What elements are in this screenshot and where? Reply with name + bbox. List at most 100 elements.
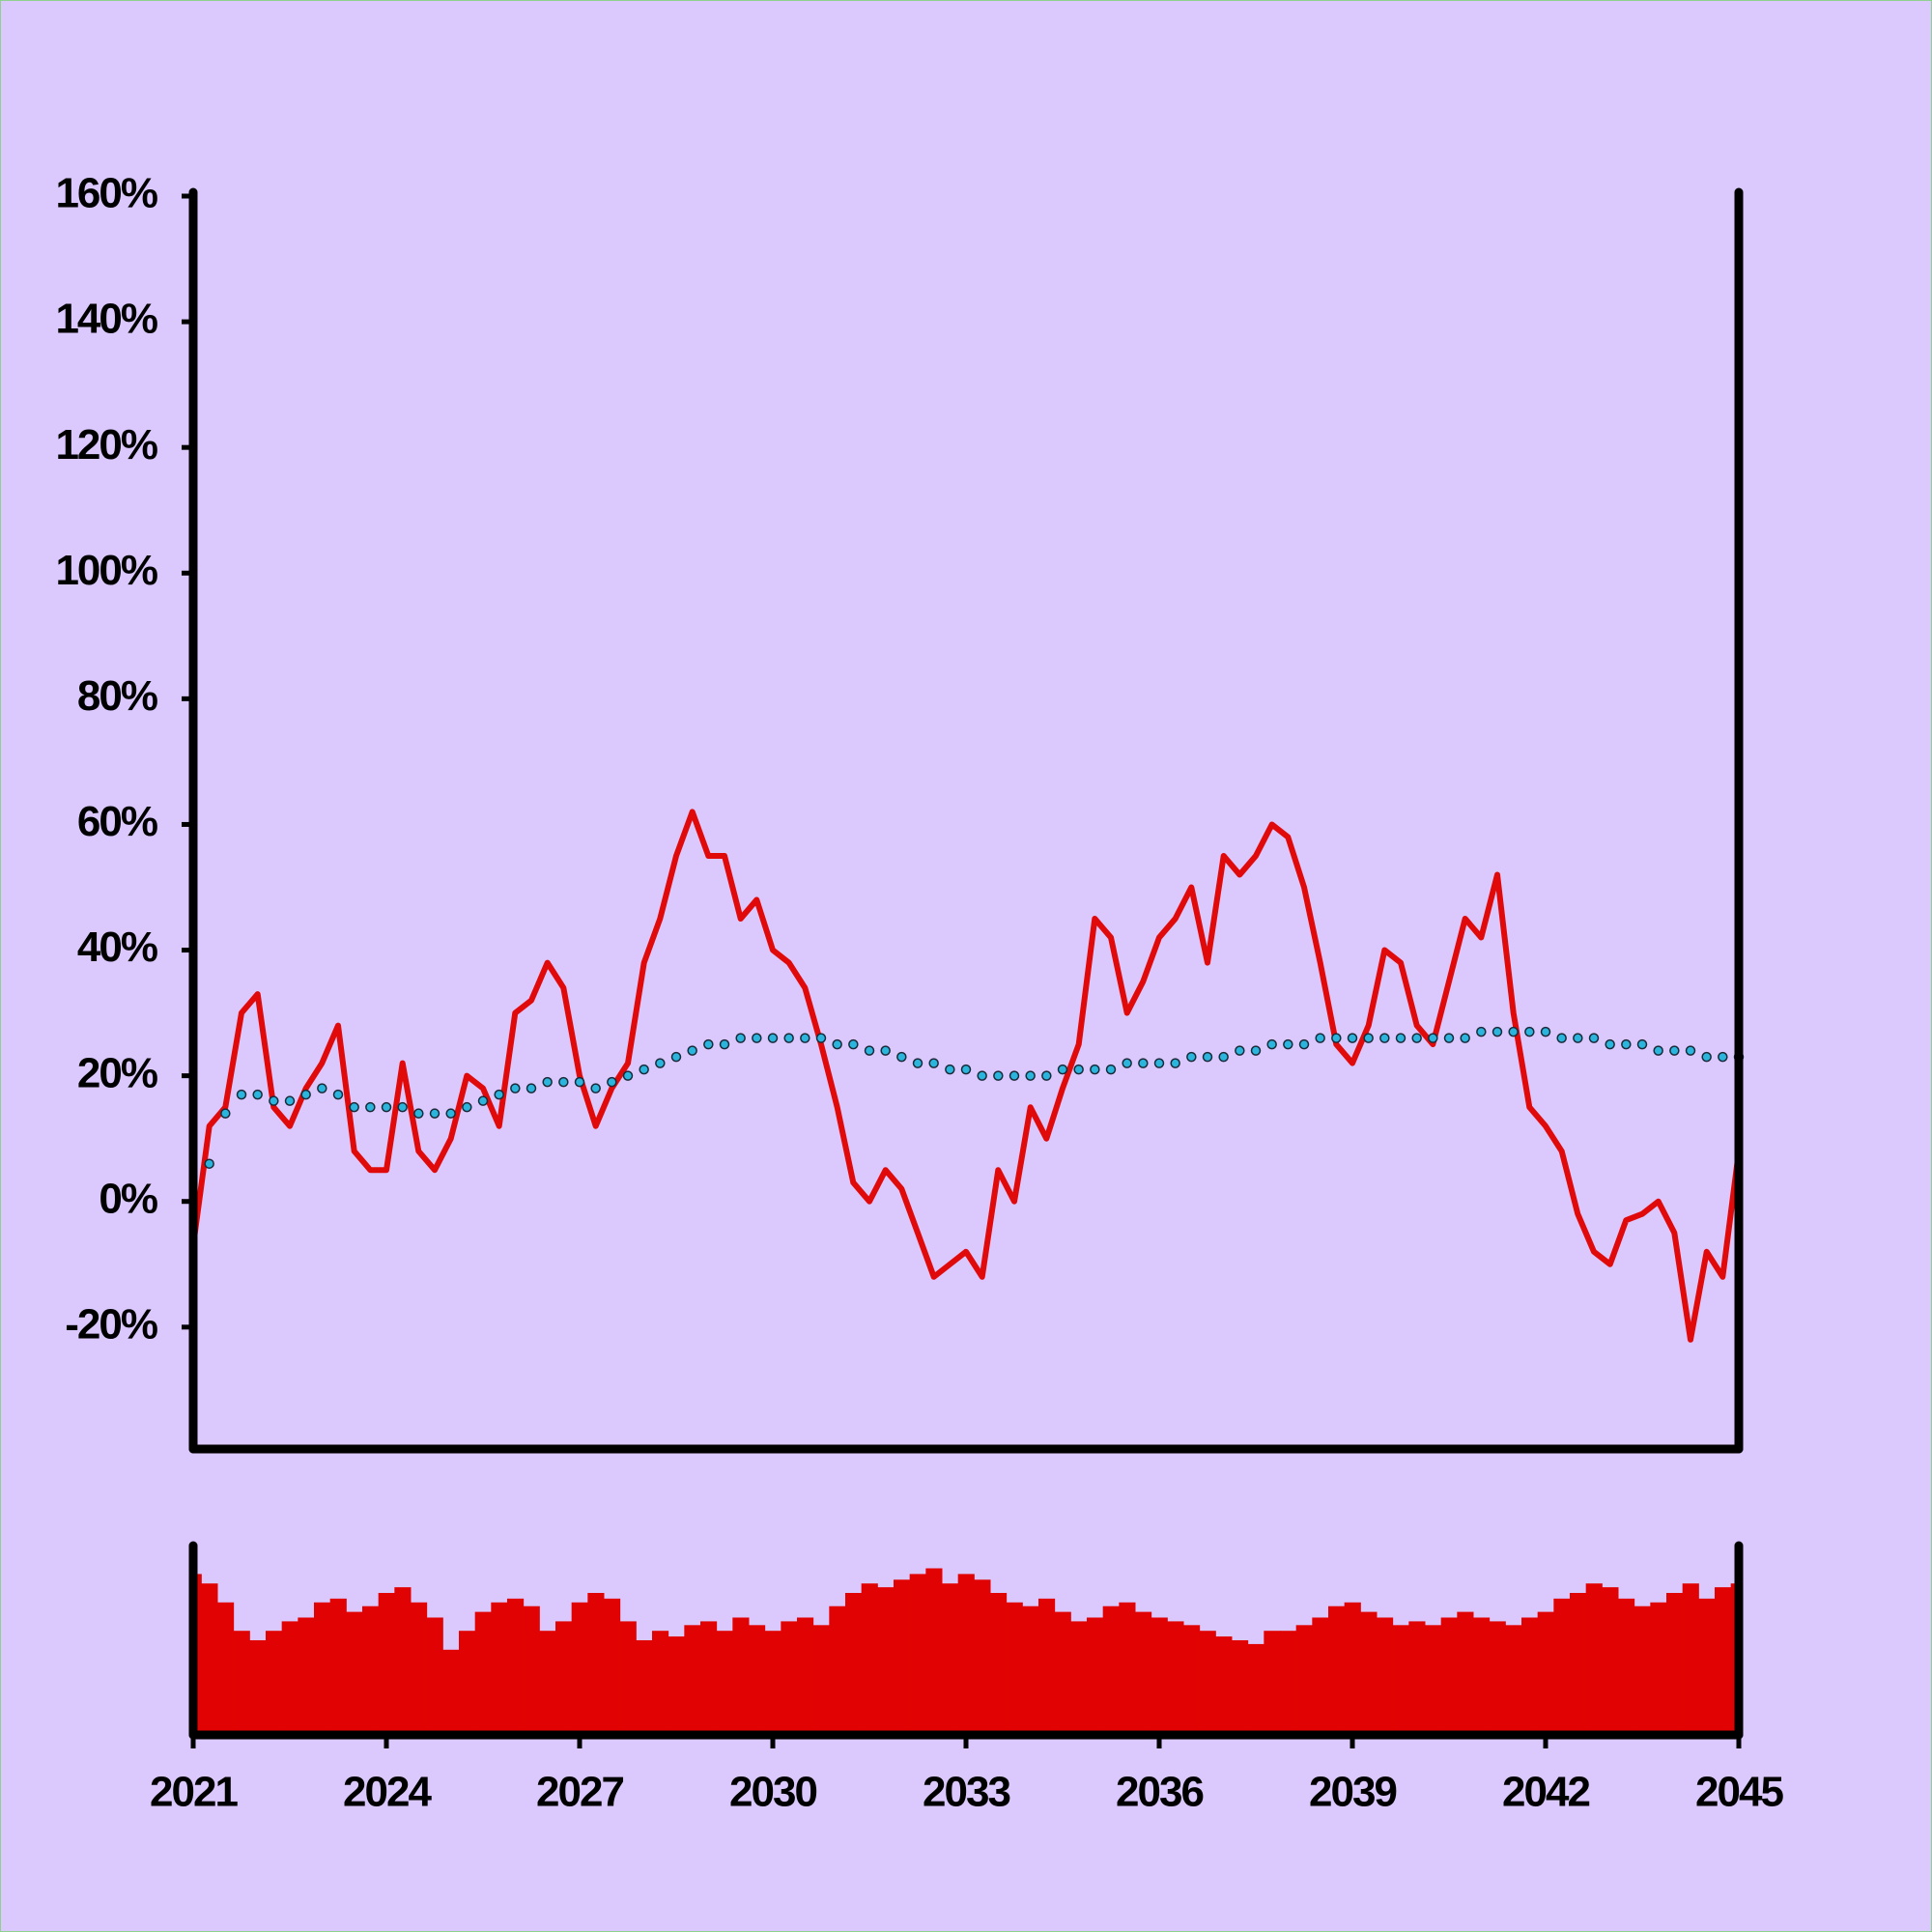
- average-dot: [1379, 1033, 1390, 1043]
- volume-bar: [1135, 1611, 1152, 1735]
- volume-bar: [1585, 1583, 1603, 1735]
- average-dot: [993, 1070, 1004, 1081]
- average-dot: [397, 1101, 408, 1113]
- average-dot: [1428, 1033, 1438, 1043]
- volume-bar: [442, 1649, 460, 1735]
- average-dot: [462, 1101, 472, 1113]
- average-dot: [735, 1033, 746, 1043]
- volume-bar: [1505, 1625, 1522, 1735]
- volume-bar: [764, 1631, 781, 1735]
- volume-bar: [1682, 1583, 1699, 1735]
- volume-bar: [201, 1583, 218, 1735]
- average-dot: [332, 1089, 344, 1100]
- average-dot: [236, 1089, 247, 1100]
- y-tick-label: 0%: [99, 1175, 156, 1222]
- average-dot: [1009, 1070, 1020, 1081]
- volume-bar: [909, 1574, 926, 1735]
- average-dot: [945, 1064, 955, 1075]
- average-dot: [1701, 1051, 1712, 1063]
- volume-bar: [845, 1593, 863, 1735]
- volume-bar: [990, 1593, 1008, 1735]
- average-dot: [783, 1033, 794, 1043]
- volume-bar: [1183, 1625, 1201, 1735]
- average-dot: [1411, 1033, 1422, 1043]
- volume-bar: [957, 1574, 975, 1735]
- y-tick-label: 140%: [55, 296, 156, 343]
- average-dot: [977, 1070, 987, 1081]
- average-dot: [300, 1089, 311, 1100]
- average-dot: [477, 1095, 489, 1106]
- average-dot: [1588, 1033, 1600, 1043]
- volume-bar: [829, 1605, 846, 1735]
- volume-bar: [894, 1579, 911, 1735]
- volume-bar: [1006, 1602, 1023, 1735]
- average-dot: [284, 1095, 296, 1106]
- volume-bar: [732, 1617, 750, 1735]
- volume-bar: [1054, 1611, 1071, 1735]
- average-dot: [574, 1076, 585, 1088]
- volume-bar: [1489, 1621, 1506, 1735]
- y-tick-label: 160%: [55, 170, 156, 217]
- volume-bar: [1473, 1617, 1491, 1735]
- average-dot: [912, 1058, 923, 1068]
- volume-bar: [1264, 1631, 1281, 1735]
- x-tick-label: 2045: [1695, 1769, 1783, 1816]
- average-dot: [252, 1089, 263, 1100]
- average-dot: [1363, 1033, 1374, 1043]
- y-tick-label: 60%: [77, 798, 157, 845]
- average-dot: [1153, 1058, 1165, 1068]
- average-dot: [880, 1045, 891, 1056]
- average-dot: [622, 1070, 634, 1081]
- average-dot: [1235, 1045, 1245, 1056]
- average-dot: [1492, 1026, 1503, 1037]
- average-dot: [703, 1038, 714, 1050]
- volume-bar: [523, 1605, 540, 1735]
- volume-bar: [636, 1640, 653, 1735]
- volume-bar: [281, 1621, 298, 1735]
- average-dot: [1524, 1026, 1535, 1037]
- average-dot: [317, 1083, 327, 1094]
- average-dot: [558, 1076, 569, 1088]
- volume-bar: [974, 1579, 991, 1735]
- average-dot: [590, 1083, 601, 1094]
- volume-bar: [411, 1602, 428, 1735]
- average-dot: [494, 1089, 504, 1100]
- volume-bar: [1038, 1598, 1056, 1735]
- volume-bar: [217, 1602, 235, 1735]
- average-dot: [1573, 1033, 1583, 1043]
- volume-bar: [700, 1621, 718, 1735]
- average-dot: [1685, 1045, 1696, 1056]
- y-tick-label: 80%: [77, 672, 157, 720]
- y-tick-label: 100%: [55, 547, 156, 594]
- volume-bar: [1328, 1605, 1346, 1735]
- y-tick-label: 20%: [77, 1049, 157, 1096]
- volume-bar: [1344, 1602, 1361, 1735]
- average-dot: [719, 1038, 730, 1050]
- average-dot: [1669, 1045, 1680, 1056]
- average-dot: [1621, 1038, 1632, 1050]
- average-dot: [960, 1064, 972, 1075]
- average-dot: [1476, 1026, 1487, 1037]
- volume-bar: [1022, 1605, 1039, 1735]
- average-dot: [655, 1058, 666, 1068]
- volume-bar: [298, 1617, 315, 1735]
- volume-bar: [1715, 1587, 1732, 1735]
- average-dot: [1395, 1033, 1406, 1043]
- volume-bar: [362, 1605, 380, 1735]
- average-dot: [381, 1101, 392, 1113]
- volume-bar: [1280, 1631, 1297, 1735]
- average-dot: [204, 1158, 214, 1169]
- price-line: [190, 809, 1742, 1343]
- volume-bar: [1457, 1611, 1474, 1735]
- average-dot: [1202, 1051, 1213, 1063]
- average-dot: [1170, 1058, 1180, 1068]
- x-tick-label: 2021: [150, 1769, 238, 1816]
- average-dot: [1636, 1038, 1648, 1050]
- y-tick-label: 40%: [77, 923, 157, 971]
- average-dot: [1105, 1064, 1117, 1075]
- volume-bar: [1295, 1625, 1313, 1735]
- average-dot: [687, 1045, 697, 1056]
- average-dot: [928, 1058, 939, 1068]
- average-dot: [1041, 1070, 1052, 1081]
- volume-bar: [1408, 1621, 1426, 1735]
